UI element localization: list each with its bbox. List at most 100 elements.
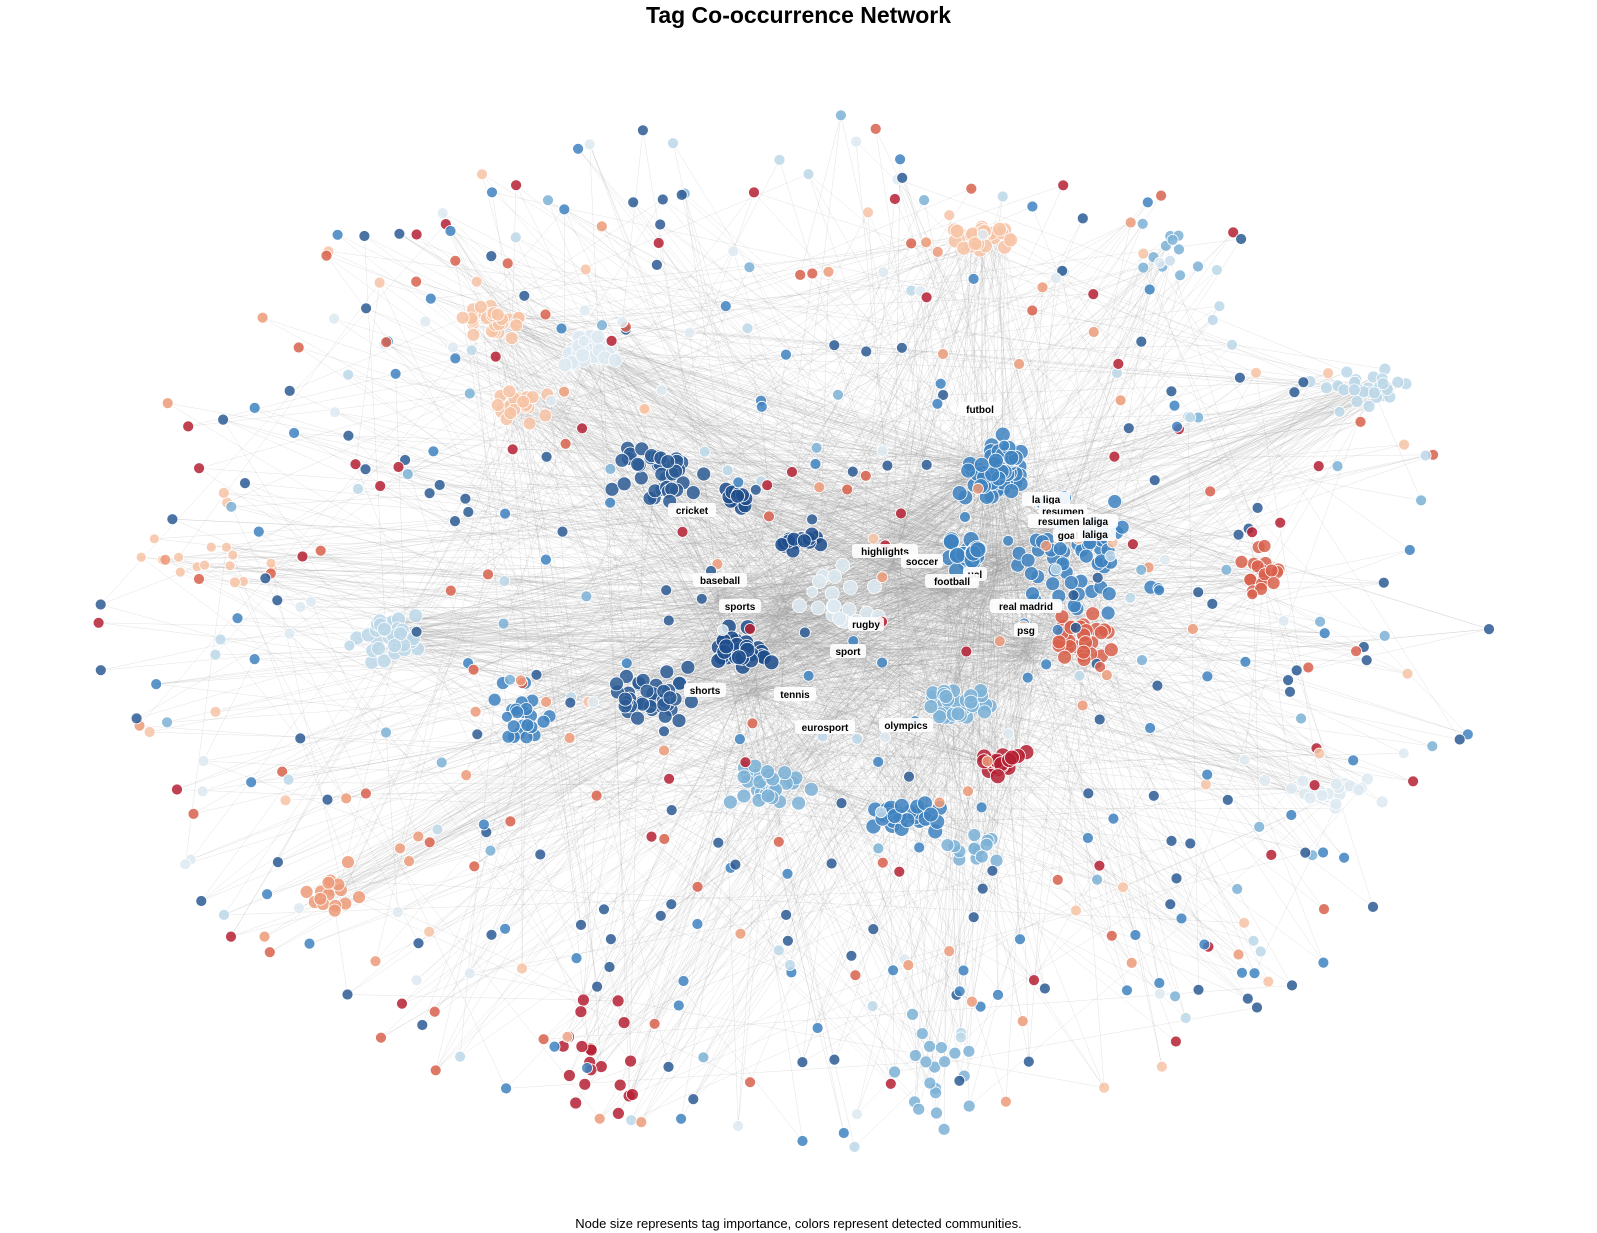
network-edge bbox=[1008, 651, 1027, 768]
network-edge bbox=[521, 708, 527, 969]
network-edge bbox=[741, 657, 832, 864]
network-edge bbox=[439, 390, 662, 486]
network-edge bbox=[532, 396, 902, 571]
network-node bbox=[1165, 835, 1178, 847]
network-node bbox=[866, 1000, 879, 1012]
node-label: futbol bbox=[959, 402, 1001, 416]
network-node bbox=[1483, 623, 1495, 635]
network-node bbox=[485, 250, 498, 263]
network-node bbox=[1170, 1035, 1182, 1048]
network-node bbox=[490, 307, 505, 322]
network-edge bbox=[735, 640, 1010, 761]
network-edge bbox=[583, 795, 597, 1001]
network-node bbox=[500, 710, 513, 723]
network-node bbox=[1315, 788, 1329, 802]
network-node bbox=[540, 553, 552, 566]
network-node bbox=[849, 969, 862, 982]
network-edge bbox=[894, 570, 1304, 782]
network-node bbox=[1076, 212, 1089, 225]
network-edge bbox=[504, 475, 985, 582]
network-node bbox=[130, 712, 143, 725]
network-node bbox=[173, 551, 185, 563]
network-node bbox=[777, 765, 793, 780]
network-edge bbox=[986, 474, 1278, 573]
network-node bbox=[504, 331, 519, 346]
network-edge bbox=[407, 473, 943, 592]
network-edge bbox=[550, 400, 996, 461]
network-edge bbox=[513, 409, 669, 1067]
network-node bbox=[1313, 747, 1326, 760]
network-edge bbox=[223, 349, 600, 420]
network-edge bbox=[709, 482, 985, 595]
network-node bbox=[428, 1005, 441, 1018]
network-edge bbox=[400, 396, 1390, 634]
network-edge bbox=[543, 464, 666, 722]
network-node bbox=[872, 842, 885, 855]
network-edge bbox=[791, 541, 1043, 652]
network-edge bbox=[512, 473, 1016, 711]
network-node bbox=[1000, 1095, 1012, 1108]
network-edge bbox=[377, 564, 897, 625]
network-edge bbox=[963, 708, 1414, 782]
network-edge bbox=[298, 565, 1010, 909]
network-node bbox=[719, 300, 732, 313]
network-edge bbox=[603, 563, 1002, 910]
network-node bbox=[660, 584, 673, 597]
network-edge bbox=[416, 234, 785, 613]
network-node bbox=[1169, 990, 1181, 1003]
node-label: sports bbox=[719, 599, 761, 613]
network-edge bbox=[243, 466, 999, 582]
network-node bbox=[887, 964, 899, 977]
network-node bbox=[135, 551, 147, 563]
network-edge bbox=[300, 606, 967, 701]
network-node bbox=[794, 268, 807, 281]
network-edge bbox=[198, 578, 723, 604]
network-node bbox=[401, 468, 414, 481]
network-node bbox=[626, 1088, 639, 1101]
network-edge bbox=[413, 638, 1302, 719]
network-edge bbox=[882, 569, 1263, 863]
network-edge bbox=[701, 472, 988, 600]
network-edge bbox=[719, 243, 912, 594]
network-edge bbox=[422, 750, 665, 1026]
network-edge bbox=[596, 501, 736, 796]
network-node bbox=[835, 797, 848, 809]
network-node bbox=[1314, 615, 1326, 628]
network-edge bbox=[358, 462, 987, 898]
network-edge bbox=[756, 488, 979, 693]
network-edge bbox=[986, 396, 1390, 468]
network-node bbox=[624, 1054, 637, 1068]
network-node bbox=[960, 462, 977, 479]
node-label-text: olympics bbox=[884, 721, 928, 732]
network-node bbox=[577, 993, 590, 1007]
network-edge bbox=[232, 554, 883, 622]
network-edge bbox=[272, 389, 1361, 569]
network-edge bbox=[623, 609, 787, 1023]
network-edge bbox=[565, 443, 640, 683]
network-edge bbox=[599, 642, 1086, 1119]
network-edge bbox=[749, 497, 1065, 683]
network-edge bbox=[864, 653, 920, 821]
network-edge bbox=[397, 636, 1018, 913]
network-node bbox=[1117, 881, 1129, 894]
network-node bbox=[1243, 572, 1258, 587]
network-node bbox=[1164, 898, 1177, 911]
network-edge bbox=[764, 611, 1336, 805]
network-edge bbox=[943, 591, 1092, 594]
network-node bbox=[514, 674, 527, 687]
network-node bbox=[760, 788, 776, 804]
network-node bbox=[1107, 494, 1123, 509]
network-edge bbox=[1011, 459, 1321, 622]
network-edge bbox=[320, 235, 1171, 892]
network-node bbox=[792, 598, 807, 614]
network-edge bbox=[876, 650, 882, 813]
network-edge bbox=[731, 638, 1228, 801]
network-edge bbox=[781, 613, 854, 642]
network-edge bbox=[445, 223, 758, 686]
network-edge bbox=[656, 653, 1031, 686]
network-edge bbox=[230, 644, 1020, 937]
network-node bbox=[1026, 200, 1039, 213]
network-edge bbox=[972, 233, 1327, 389]
network-node bbox=[245, 776, 258, 789]
network-edge bbox=[740, 648, 1020, 657]
